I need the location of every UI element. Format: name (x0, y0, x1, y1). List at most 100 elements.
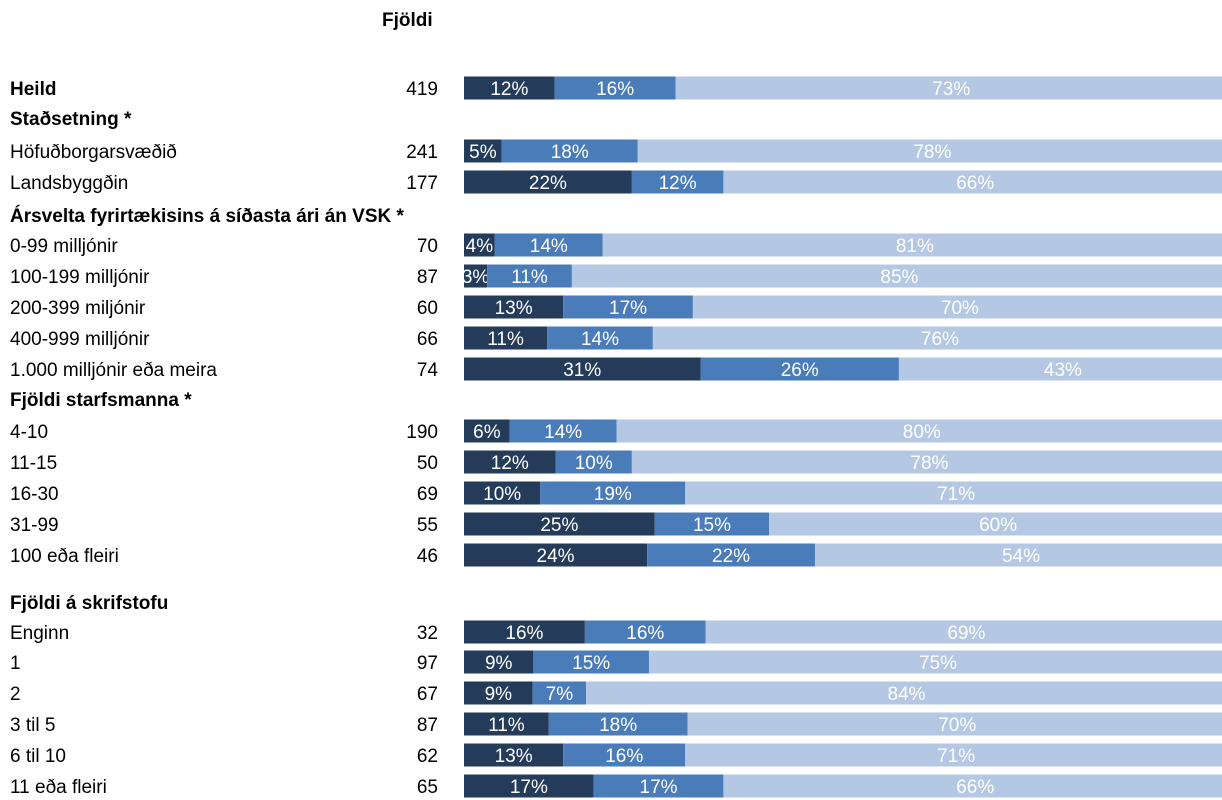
bar-segment-light (648, 650, 1222, 674)
bar-data-label: 75% (919, 653, 957, 674)
bar-data-label: 12% (490, 79, 528, 100)
row-count: 69 (417, 484, 438, 505)
bar-segment-dark (464, 543, 648, 567)
bar-segment-light (602, 233, 1222, 257)
bar-data-label: 9% (485, 684, 513, 705)
bar-data-label: 4% (466, 236, 494, 257)
bar-segment-mid (563, 295, 693, 319)
bar-segment-dark (464, 170, 632, 194)
bar-data-label: 31% (563, 360, 601, 381)
bar-data-label: 66% (956, 173, 994, 194)
bar-data-label: 11% (488, 715, 525, 736)
bar-data-label: 14% (544, 422, 582, 443)
row-group-label: Fjöldi á skrifstofu (10, 593, 168, 614)
bar-segment-light (692, 295, 1222, 319)
bar-data-label: 16% (596, 79, 634, 100)
bar-data-label: 78% (910, 453, 948, 474)
bar-segment-dark (464, 295, 564, 319)
row-count: 74 (417, 360, 439, 381)
bar-data-label: 5% (469, 142, 497, 163)
bar-data-label: 16% (626, 623, 664, 644)
bar-segment-mid (700, 357, 899, 381)
bar-data-label: 16% (505, 623, 543, 644)
bar-data-label: 22% (712, 546, 750, 567)
bar-data-label: 3% (462, 267, 490, 288)
bar-data-label: 71% (937, 746, 975, 767)
bar-segment-mid (555, 450, 632, 474)
bar-data-label: 69% (947, 623, 985, 644)
row-label: 16-30 (10, 484, 59, 505)
bar-segment-mid (631, 170, 724, 194)
row-label: 100 eða fleiri (10, 546, 119, 567)
bar-data-label: 15% (572, 653, 610, 674)
bar-data-label: 26% (781, 360, 819, 381)
row-count: 67 (417, 684, 438, 705)
bar-data-label: 71% (937, 484, 975, 505)
row-count: 190 (406, 422, 438, 443)
row-label: Enginn (10, 623, 69, 644)
bar-segment-dark (464, 620, 585, 644)
bar-segment-dark (464, 650, 534, 674)
bar-segment-mid (509, 419, 617, 443)
row-label: 11-15 (10, 453, 57, 474)
bar-data-label: 10% (483, 484, 521, 505)
bar-data-label: 24% (537, 546, 575, 567)
bar-data-label: 16% (605, 746, 643, 767)
bar-segment-mid (494, 233, 603, 257)
bar-segment-light (687, 712, 1222, 736)
bar-data-label: 17% (640, 777, 678, 798)
bar-data-label: 7% (546, 684, 574, 705)
row-count: 50 (417, 453, 438, 474)
bar-segment-mid (533, 650, 649, 674)
bar-data-label: 22% (529, 173, 567, 194)
bar-segment-light (675, 76, 1222, 100)
bar-segment-dark (464, 139, 502, 163)
bar-segment-mid (532, 681, 587, 705)
row-label: 6 til 10 (10, 746, 66, 767)
row-label: 31-99 (10, 515, 59, 536)
bar-data-label: 15% (693, 515, 731, 536)
bar-segment-dark (464, 233, 495, 257)
bar-segment-light (685, 743, 1222, 767)
row-count: 97 (417, 653, 438, 674)
row-count: 87 (417, 715, 438, 736)
row-label: 0-99 milljónir (10, 236, 118, 257)
bar-data-label: 54% (1002, 546, 1040, 567)
bar-data-label: 80% (903, 422, 941, 443)
row-count: 46 (417, 546, 438, 567)
row-label: 1.000 milljónir eða meira (10, 360, 217, 381)
bar-segment-light (705, 620, 1222, 644)
bar-segment-dark (464, 264, 488, 288)
bar-data-label: 85% (880, 267, 918, 288)
bar-segment-dark (464, 326, 548, 350)
bar-segment-mid (563, 743, 686, 767)
bar-data-label: 18% (551, 142, 589, 163)
bar-data-label: 60% (979, 515, 1017, 536)
row-count: 60 (417, 298, 438, 319)
bar-segment-light (723, 774, 1222, 798)
bar-data-label: 70% (938, 715, 976, 736)
bar-segment-dark (464, 774, 594, 798)
row-count: 87 (417, 267, 438, 288)
bar-data-label: 78% (913, 142, 951, 163)
bar-segment-dark (464, 743, 564, 767)
row-label: 1 (10, 653, 21, 674)
bar-segment-dark (464, 512, 655, 536)
bar-segment-light (685, 481, 1222, 505)
bar-segment-light (586, 681, 1222, 705)
bar-data-label: 14% (581, 329, 619, 350)
bar-segment-light (898, 357, 1222, 381)
bar-segment-mid (647, 543, 815, 567)
bar-segment-mid (540, 481, 686, 505)
bar-segment-mid (593, 774, 724, 798)
chart-rows: Heild 419 12% 16% 73%Staðsetning *Höfuðborga… (10, 76, 1222, 798)
row-label: 2 (10, 684, 21, 705)
row-group-label: Staðsetning * (10, 109, 132, 130)
bar-segment-dark (464, 481, 541, 505)
row-group-label: Heild (10, 79, 56, 100)
bar-data-label: 14% (530, 236, 568, 257)
bar-data-label: 17% (609, 298, 647, 319)
bar-segment-light (637, 139, 1222, 163)
bar-data-label: 9% (485, 653, 513, 674)
bar-segment-light (814, 543, 1222, 567)
